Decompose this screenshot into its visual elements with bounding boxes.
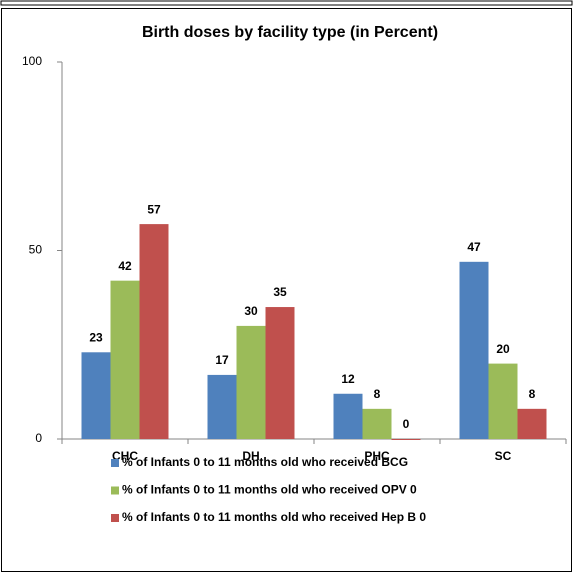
data-label: 17 <box>215 353 229 367</box>
bar <box>362 408 392 439</box>
y-tick-label: 50 <box>29 243 43 257</box>
y-tick-label: 0 <box>35 431 42 445</box>
data-label: 47 <box>467 240 481 254</box>
bar <box>265 307 295 439</box>
legend-label: % of Infants 0 to 11 months old who rece… <box>122 483 417 497</box>
bar <box>139 224 169 439</box>
legend-label: % of Infants 0 to 11 months old who rece… <box>122 510 426 524</box>
bar <box>207 374 237 439</box>
bar <box>459 261 489 439</box>
x-tick-label: PHC <box>364 449 390 463</box>
bar <box>81 352 111 439</box>
bar <box>236 325 266 439</box>
chart-title: Birth doses by facility type (in Percent… <box>142 24 438 41</box>
legend-label: % of Infants 0 to 11 months old who rece… <box>122 455 408 469</box>
data-label: 0 <box>403 417 410 431</box>
bar <box>517 408 547 439</box>
legend-swatch <box>111 486 119 495</box>
data-label: 35 <box>273 285 287 299</box>
bar <box>391 439 421 440</box>
data-label: 30 <box>244 304 258 318</box>
bar <box>333 393 363 439</box>
data-label: 8 <box>374 387 381 401</box>
data-label: 12 <box>341 372 355 386</box>
x-tick-label: DH <box>242 449 259 463</box>
bar <box>488 363 518 439</box>
x-tick-label: SC <box>495 449 512 463</box>
data-label: 8 <box>529 387 536 401</box>
top-border <box>0 0 573 6</box>
data-label: 23 <box>89 330 103 344</box>
y-tick-label: 100 <box>22 54 42 68</box>
data-label: 20 <box>496 342 510 356</box>
data-label: 42 <box>118 259 132 273</box>
data-label: 57 <box>147 202 161 216</box>
legend-swatch <box>111 459 119 467</box>
bar <box>110 280 140 439</box>
legend-swatch <box>111 514 119 522</box>
